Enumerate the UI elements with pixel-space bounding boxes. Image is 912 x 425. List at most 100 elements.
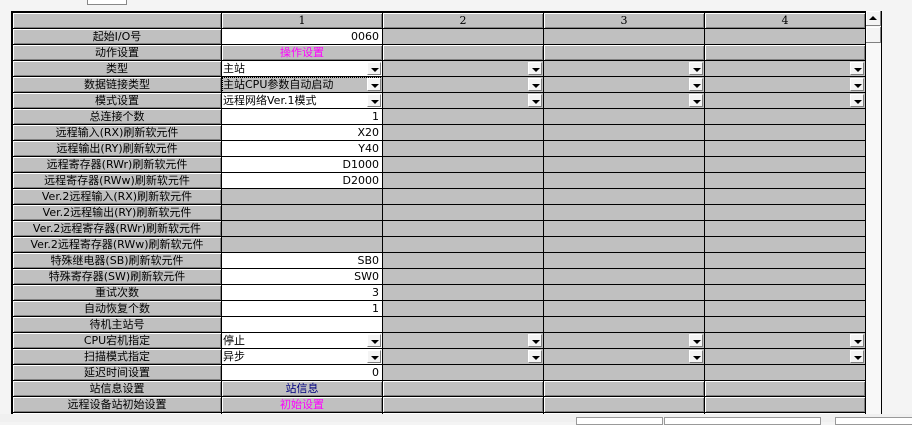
row-label: 自动恢复个数 — [12, 300, 222, 317]
status-strip — [0, 414, 912, 422]
value-input[interactable]: SW0 — [221, 268, 383, 285]
chevron-down-icon[interactable] — [850, 350, 864, 363]
table-row: Ver.2远程输入(RX)刷新软元件 — [12, 188, 866, 205]
value-input[interactable]: 3 — [221, 284, 383, 301]
empty-cell — [382, 28, 544, 45]
bottom-field — [835, 417, 912, 425]
table-row: 待机主站号 — [12, 316, 866, 333]
scroll-up-button[interactable] — [866, 11, 881, 26]
empty-button[interactable] — [704, 396, 866, 413]
dropdown-select[interactable] — [704, 348, 866, 365]
table-row: 远程设备站初始设置 初始设置 — [12, 396, 866, 413]
chevron-down-icon[interactable] — [367, 334, 381, 347]
value-input[interactable]: SB0 — [221, 252, 383, 269]
chevron-down-icon[interactable] — [367, 62, 381, 75]
dropdown-value: 异步 — [223, 350, 245, 363]
chevron-down-icon[interactable] — [689, 350, 703, 363]
chevron-down-icon[interactable] — [367, 350, 381, 363]
chevron-down-icon[interactable] — [850, 94, 864, 107]
value-input[interactable]: 0060 — [221, 28, 383, 45]
dropdown-select[interactable]: 主站 — [221, 60, 383, 77]
column-header-4[interactable]: 4 — [704, 12, 866, 29]
chevron-down-icon[interactable] — [528, 334, 542, 347]
column-header-3[interactable]: 3 — [543, 12, 705, 29]
dropdown-select[interactable] — [382, 332, 544, 349]
disabled-cell — [704, 188, 866, 205]
settings-button[interactable]: 初始设置 — [221, 396, 383, 413]
empty-button[interactable] — [382, 396, 544, 413]
dropdown-select[interactable] — [543, 76, 705, 93]
empty-button[interactable] — [543, 44, 705, 61]
chevron-down-icon[interactable] — [528, 94, 542, 107]
disabled-cell — [382, 220, 544, 237]
value-input[interactable]: 0 — [221, 364, 383, 381]
settings-button[interactable]: 操作设置 — [221, 44, 383, 61]
dropdown-select[interactable] — [704, 332, 866, 349]
value-input[interactable]: Y40 — [221, 140, 383, 157]
value-input[interactable]: D1000 — [221, 156, 383, 173]
empty-button[interactable] — [704, 44, 866, 61]
empty-button[interactable] — [382, 380, 544, 397]
chevron-down-icon[interactable] — [689, 62, 703, 75]
column-header-1[interactable]: 1 — [221, 12, 383, 29]
chevron-down-icon[interactable] — [850, 62, 864, 75]
empty-cell — [543, 140, 705, 157]
row-label: Ver.2远程输入(RX)刷新软元件 — [12, 188, 222, 205]
empty-cell — [382, 252, 544, 269]
chevron-down-icon[interactable] — [850, 78, 864, 91]
disabled-cell — [382, 204, 544, 221]
column-header-2[interactable]: 2 — [382, 12, 544, 29]
empty-cell — [543, 172, 705, 189]
table-row: 重试次数 3 — [12, 284, 866, 301]
value-input[interactable]: D2000 — [221, 172, 383, 189]
settings-button[interactable]: 站信息 — [221, 380, 383, 397]
dropdown-value: 主站 — [223, 62, 245, 75]
dropdown-select[interactable] — [543, 348, 705, 365]
value-input[interactable] — [221, 316, 383, 333]
table-row: 特殊继电器(SB)刷新软元件 SB0 — [12, 252, 866, 269]
vertical-scrollbar[interactable] — [865, 11, 882, 414]
disabled-cell — [543, 220, 705, 237]
row-label: Ver.2远程寄存器(RWw)刷新软元件 — [12, 236, 222, 253]
dropdown-select[interactable] — [543, 92, 705, 109]
chevron-down-icon[interactable] — [528, 78, 542, 91]
empty-button[interactable] — [382, 44, 544, 61]
disabled-cell — [382, 236, 544, 253]
value-input[interactable]: X20 — [221, 124, 383, 141]
empty-button[interactable] — [704, 380, 866, 397]
row-label: 远程寄存器(RWr)刷新软元件 — [12, 156, 222, 173]
chevron-down-icon[interactable] — [367, 94, 381, 107]
value-input[interactable]: 1 — [221, 300, 383, 317]
row-label: 模式设置 — [12, 92, 222, 109]
dropdown-select[interactable] — [704, 60, 866, 77]
dropdown-select[interactable] — [543, 332, 705, 349]
table-row: 远程寄存器(RWr)刷新软元件 D1000 — [12, 156, 866, 173]
scroll-thumb[interactable] — [866, 27, 881, 43]
chevron-down-icon[interactable] — [689, 94, 703, 107]
dropdown-select[interactable]: 停止 — [221, 332, 383, 349]
empty-cell — [382, 268, 544, 285]
chevron-down-icon[interactable] — [689, 78, 703, 91]
chevron-down-icon[interactable] — [528, 62, 542, 75]
dropdown-select[interactable] — [382, 60, 544, 77]
empty-button[interactable] — [543, 380, 705, 397]
empty-button[interactable] — [543, 396, 705, 413]
dropdown-select[interactable] — [382, 92, 544, 109]
dropdown-select[interactable]: 主站CPU参数自动启动 — [221, 76, 383, 93]
chevron-down-icon[interactable] — [528, 350, 542, 363]
disabled-cell — [543, 204, 705, 221]
empty-cell — [382, 172, 544, 189]
dropdown-select[interactable] — [382, 76, 544, 93]
value-input[interactable]: 1 — [221, 108, 383, 125]
dropdown-select[interactable] — [704, 76, 866, 93]
dropdown-select[interactable] — [704, 92, 866, 109]
chevron-down-icon[interactable] — [367, 78, 381, 91]
dropdown-select[interactable]: 远程网络Ver.1模式 — [221, 92, 383, 109]
chevron-down-icon[interactable] — [689, 334, 703, 347]
table-row: 数据链接类型 主站CPU参数自动启动 — [12, 76, 866, 93]
empty-cell — [704, 316, 866, 333]
dropdown-select[interactable] — [543, 60, 705, 77]
dropdown-select[interactable] — [382, 348, 544, 365]
chevron-down-icon[interactable] — [850, 334, 864, 347]
dropdown-select[interactable]: 异步 — [221, 348, 383, 365]
